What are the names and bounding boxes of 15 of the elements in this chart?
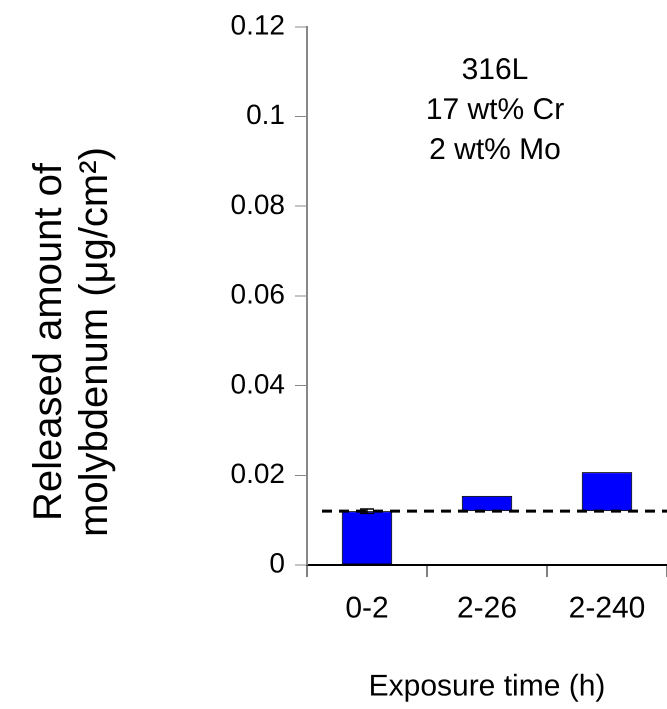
annotation: 316L xyxy=(462,53,528,86)
y-tick-label: 0.02 xyxy=(230,458,285,490)
y-tick-label: 0.04 xyxy=(230,368,285,400)
y-tick-label: 0.06 xyxy=(230,278,285,310)
y-tick-label: 0.12 xyxy=(230,10,285,41)
x-tick-label: 2-240 xyxy=(568,591,646,624)
x-tick-label: 2-26 xyxy=(456,591,518,624)
x-axis-title: Exposure time (h) xyxy=(368,669,606,702)
y-tick-label: 0.1 xyxy=(246,99,285,130)
y-tick-label: 0.08 xyxy=(230,188,285,220)
y-axis-title: Released amount of molybdenum (μg/cm²) xyxy=(25,146,117,539)
annotation: 2 wt% Mo xyxy=(429,133,561,166)
annotation: 17 wt% Cr xyxy=(426,93,564,126)
x-tick-label: 0-2 xyxy=(345,591,389,624)
y-tick-label: 0 xyxy=(269,548,285,579)
